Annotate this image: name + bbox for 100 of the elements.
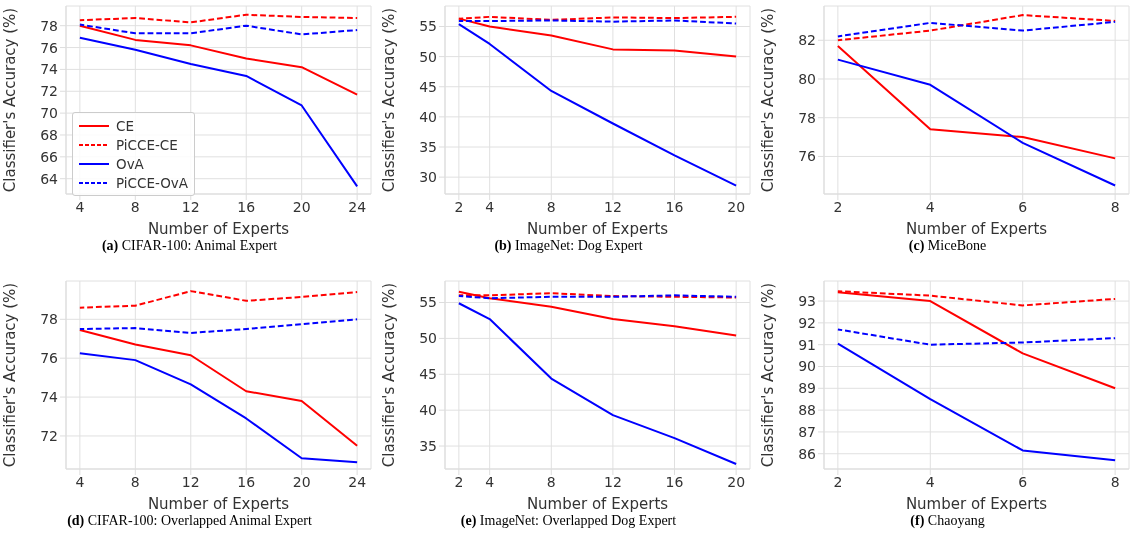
text: (d) CIFAR-100: Overlapped Animal Expert xyxy=(66,513,313,530)
x-tick-label: 4 xyxy=(485,198,495,215)
x-tick-label: 4 xyxy=(75,473,85,490)
x-tick-label: 20 xyxy=(292,473,311,490)
y-tick-label: 55 xyxy=(419,18,437,35)
line-series xyxy=(457,290,738,337)
x-axis-title: Number of Experts xyxy=(147,495,290,513)
x-axis-title: Number of Experts xyxy=(905,495,1048,513)
y-tick-label: 86 xyxy=(798,445,817,462)
text: (e) ImageNet: Overlapped Dog Expert xyxy=(459,513,678,530)
x-tick-label: 12 xyxy=(603,473,622,490)
line-series xyxy=(78,352,359,464)
y-tick-label: 74 xyxy=(40,389,59,406)
x-tick-label: 8 xyxy=(546,473,556,490)
x-tick-label: 20 xyxy=(727,198,746,215)
line-series xyxy=(836,20,1117,38)
line-series xyxy=(457,302,738,465)
text: (b) ImageNet: Dog Expert xyxy=(493,238,644,255)
y-tick-label: 76 xyxy=(40,350,59,367)
y-tick-label: 72 xyxy=(40,427,58,444)
x-tick-label: 8 xyxy=(1110,473,1120,490)
x-tick-label: 6 xyxy=(1018,473,1028,490)
line-series xyxy=(836,58,1117,187)
y-tick-label: 76 xyxy=(798,148,817,165)
y-tick-label: 92 xyxy=(798,314,816,331)
y-tick-label: 40 xyxy=(419,402,437,419)
y-tick-label: 30 xyxy=(419,169,437,186)
x-tick-label: 24 xyxy=(348,473,367,490)
y-tick-label: 74 xyxy=(40,61,59,78)
x-tick-label: 16 xyxy=(665,198,684,215)
x-tick-label: 2 xyxy=(454,198,464,215)
x-tick-label: 4 xyxy=(925,473,935,490)
y-tick-label: 45 xyxy=(419,366,437,383)
x-tick-label: 12 xyxy=(603,198,622,215)
x-tick-label: 12 xyxy=(181,473,200,490)
y-axis-title: Classifier's Accuracy (%) xyxy=(759,7,778,193)
y-tick-label: 76 xyxy=(40,39,59,56)
y-tick-label: 70 xyxy=(40,105,58,122)
x-axis-title: Number of Experts xyxy=(905,220,1048,238)
x-tick-label: 4 xyxy=(925,198,935,215)
y-tick-label: 78 xyxy=(40,17,58,34)
y-tick-label: 88 xyxy=(798,402,816,419)
y-axis-title: Classifier's Accuracy (%) xyxy=(380,282,399,468)
x-tick-label: 16 xyxy=(237,473,256,490)
x-tick-label: 2 xyxy=(454,473,464,490)
x-tick-label: 16 xyxy=(665,473,684,490)
x-tick-label: 2 xyxy=(833,198,843,215)
x-tick-label: 6 xyxy=(1018,198,1028,215)
y-tick-label: 87 xyxy=(798,423,816,440)
x-tick-label: 2 xyxy=(833,473,843,490)
x-axis-title: Number of Experts xyxy=(526,495,669,513)
y-tick-label: 90 xyxy=(798,358,816,375)
y-tick-label: 80 xyxy=(798,70,816,87)
line-series xyxy=(836,45,1117,160)
line-series xyxy=(78,290,359,309)
x-tick-label: 20 xyxy=(292,198,311,215)
x-tick-label: 12 xyxy=(181,198,200,215)
y-tick-label: 55 xyxy=(419,294,437,311)
line-series xyxy=(836,342,1117,462)
x-axis-title: Number of Experts xyxy=(147,220,290,238)
x-tick-label: 8 xyxy=(546,198,556,215)
y-tick-label: 78 xyxy=(40,311,58,328)
x-axis-title: Number of Experts xyxy=(526,220,669,238)
text: (f) Chaoyang xyxy=(909,513,986,530)
y-tick-label: 91 xyxy=(798,336,816,353)
y-tick-label: 68 xyxy=(40,126,58,143)
y-tick-label: 50 xyxy=(419,48,437,65)
y-axis-title: Classifier's Accuracy (%) xyxy=(759,282,778,468)
y-tick-label: 82 xyxy=(798,32,816,49)
y-axis-title: Classifier's Accuracy (%) xyxy=(380,7,399,193)
y-axis-title: Classifier's Accuracy (%) xyxy=(1,7,20,193)
y-axis-title: Classifier's Accuracy (%) xyxy=(1,282,20,468)
y-tick-label: 72 xyxy=(40,83,58,100)
line-series xyxy=(78,328,359,447)
legend-label: PiCCE-CE xyxy=(116,136,178,153)
y-tick-label: 50 xyxy=(419,330,437,347)
line-series xyxy=(78,13,359,24)
y-tick-label: 66 xyxy=(40,148,59,165)
x-tick-label: 20 xyxy=(727,473,746,490)
legend-label: OvA xyxy=(116,155,144,172)
x-tick-label: 4 xyxy=(485,473,495,490)
x-tick-label: 8 xyxy=(130,198,140,215)
y-tick-label: 93 xyxy=(798,293,816,310)
x-tick-label: 8 xyxy=(1110,198,1120,215)
x-tick-label: 8 xyxy=(130,473,140,490)
y-tick-label: 45 xyxy=(419,78,437,95)
text: (c) MiceBone xyxy=(907,238,988,255)
line-series xyxy=(78,24,359,96)
line-series xyxy=(457,23,738,187)
line-series xyxy=(836,14,1117,42)
x-tick-label: 4 xyxy=(75,198,85,215)
y-tick-label: 35 xyxy=(419,138,437,155)
legend-label: CE xyxy=(116,117,134,134)
y-tick-label: 89 xyxy=(798,380,816,397)
text: (a) CIFAR-100: Animal Expert xyxy=(100,238,279,255)
x-tick-label: 24 xyxy=(348,198,367,215)
legend-label: PiCCE-OvA xyxy=(116,174,189,191)
y-tick-label: 40 xyxy=(419,108,437,125)
line-series xyxy=(836,328,1117,346)
y-tick-label: 78 xyxy=(798,109,816,126)
